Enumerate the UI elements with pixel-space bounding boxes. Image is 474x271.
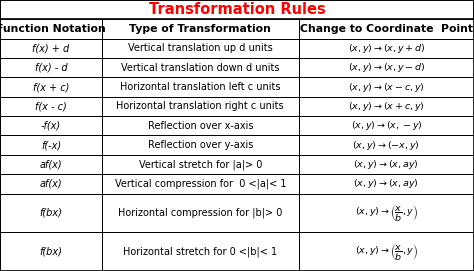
Bar <box>299 19 474 39</box>
Bar <box>299 193 474 232</box>
Text: Type of Transformation: Type of Transformation <box>129 24 271 34</box>
Bar <box>0 78 102 97</box>
Text: Vertical translation down d units: Vertical translation down d units <box>121 63 280 73</box>
Bar <box>299 174 474 193</box>
Bar <box>102 193 299 232</box>
Bar <box>0 193 102 232</box>
Bar <box>102 116 299 136</box>
Bar <box>0 136 102 155</box>
Text: f(x) + d: f(x) + d <box>32 43 70 53</box>
Text: af(x): af(x) <box>40 160 62 170</box>
Text: f(x - c): f(x - c) <box>35 101 67 111</box>
Text: $(x, y) \rightarrow (x, y+d)$: $(x, y) \rightarrow (x, y+d)$ <box>347 42 425 55</box>
Text: -f(x): -f(x) <box>41 121 61 131</box>
Bar <box>102 19 299 39</box>
Bar <box>0 0 474 19</box>
Bar <box>299 232 474 271</box>
Text: $(x, y) \rightarrow (x, y-d)$: $(x, y) \rightarrow (x, y-d)$ <box>347 61 425 74</box>
Text: f(bx): f(bx) <box>39 247 63 257</box>
Text: Horizontal compression for |b|> 0: Horizontal compression for |b|> 0 <box>118 208 283 218</box>
Text: Vertical stretch for |a|> 0: Vertical stretch for |a|> 0 <box>138 159 262 170</box>
Bar <box>102 174 299 193</box>
Text: Vertical compression for  0 <|a|< 1: Vertical compression for 0 <|a|< 1 <box>115 179 286 189</box>
Text: Horizontal stretch for 0 <|b|< 1: Horizontal stretch for 0 <|b|< 1 <box>123 246 277 257</box>
Text: $(x, y) \rightarrow \left(\dfrac{x}{b}, y\right)$: $(x, y) \rightarrow \left(\dfrac{x}{b}, … <box>355 242 418 262</box>
Bar <box>299 39 474 58</box>
Bar <box>0 39 102 58</box>
Text: Reflection over x-axis: Reflection over x-axis <box>147 121 253 131</box>
Text: $(x, y) \rightarrow \left(\dfrac{x}{b}, y\right)$: $(x, y) \rightarrow \left(\dfrac{x}{b}, … <box>355 203 418 223</box>
Text: af(x): af(x) <box>40 179 62 189</box>
Text: $(x, y) \rightarrow (-x, y)$: $(x, y) \rightarrow (-x, y)$ <box>352 139 420 152</box>
Bar <box>299 155 474 174</box>
Bar <box>0 58 102 78</box>
Text: Horizontal translation left c units: Horizontal translation left c units <box>120 82 281 92</box>
Text: $(x, y) \rightarrow (x+c, y)$: $(x, y) \rightarrow (x+c, y)$ <box>348 100 425 113</box>
Text: f(-x): f(-x) <box>41 140 61 150</box>
Bar <box>102 232 299 271</box>
Bar <box>102 39 299 58</box>
Text: $(x, y) \rightarrow (x, ay)$: $(x, y) \rightarrow (x, ay)$ <box>354 158 419 171</box>
Text: Horizontal translation right c units: Horizontal translation right c units <box>117 101 284 111</box>
Bar <box>102 58 299 78</box>
Bar <box>102 136 299 155</box>
Bar <box>102 97 299 116</box>
Text: $(x, y) \rightarrow (x-c, y)$: $(x, y) \rightarrow (x-c, y)$ <box>348 80 425 93</box>
Bar <box>0 155 102 174</box>
Bar <box>0 174 102 193</box>
Bar <box>0 19 102 39</box>
Text: Reflection over y-axis: Reflection over y-axis <box>147 140 253 150</box>
Bar <box>299 78 474 97</box>
Bar <box>102 78 299 97</box>
Bar <box>299 136 474 155</box>
Text: f(x) - d: f(x) - d <box>35 63 67 73</box>
Text: Vertical translation up d units: Vertical translation up d units <box>128 43 273 53</box>
Text: f(x + c): f(x + c) <box>33 82 69 92</box>
Bar <box>299 58 474 78</box>
Bar <box>299 116 474 136</box>
Text: Transformation Rules: Transformation Rules <box>149 2 325 17</box>
Bar <box>102 155 299 174</box>
Text: $(x, y) \rightarrow (x, -y)$: $(x, y) \rightarrow (x, -y)$ <box>350 119 422 132</box>
Bar <box>0 116 102 136</box>
Text: f(bx): f(bx) <box>39 208 63 218</box>
Bar <box>0 97 102 116</box>
Bar <box>299 97 474 116</box>
Text: $(x, y) \rightarrow (x, ay)$: $(x, y) \rightarrow (x, ay)$ <box>354 178 419 191</box>
Text: Function Notation: Function Notation <box>0 24 106 34</box>
Bar <box>0 232 102 271</box>
Text: Change to Coordinate  Point: Change to Coordinate Point <box>300 24 473 34</box>
